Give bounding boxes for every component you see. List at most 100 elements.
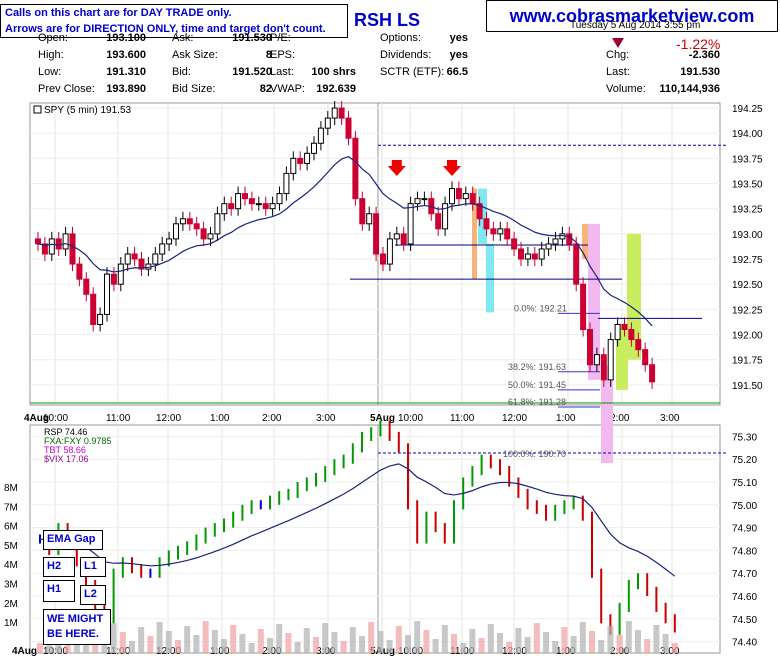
- volume-bar: [193, 635, 200, 653]
- price-candle: [614, 323, 621, 341]
- quote-label: Low:: [38, 66, 62, 78]
- price-candle: [269, 203, 276, 210]
- volume-bar: [589, 631, 595, 653]
- price-candle: [545, 243, 552, 250]
- price-candle: [380, 253, 386, 265]
- ticker-symbol: RSH LS: [354, 10, 421, 30]
- quote-label: Prev Close:: [38, 83, 95, 95]
- price-candle: [304, 152, 311, 164]
- price-candle: [338, 107, 345, 119]
- volume-bar: [616, 635, 623, 653]
- quote-label: Chg:: [606, 49, 630, 61]
- price-candle: [635, 339, 642, 351]
- quote-value: 192.639: [316, 83, 356, 95]
- volume-bar: [276, 624, 283, 653]
- volume-y-tick: 2M: [4, 599, 18, 610]
- volume-y-tick: 8M: [4, 483, 18, 494]
- rsp-y-tick: 75.20: [732, 455, 757, 466]
- price-candle: [90, 293, 97, 325]
- we-might-be-here-box: WE MIGHT BE HERE.: [43, 609, 111, 645]
- price-candle: [442, 203, 449, 230]
- volume-bar: [570, 636, 577, 653]
- price-candle: [628, 329, 635, 341]
- price-candle: [255, 203, 262, 206]
- volume-bar: [147, 636, 154, 653]
- price-y-tick: 193.50: [732, 180, 763, 191]
- price-candle: [262, 203, 269, 210]
- volume-bar: [487, 624, 494, 653]
- down-arrow-icon: [387, 160, 406, 176]
- price-candle: [497, 228, 504, 235]
- volume-bar: [138, 627, 145, 653]
- quote-label: Last:: [270, 66, 294, 78]
- volume-bar: [230, 625, 237, 653]
- price-candle: [179, 218, 186, 225]
- quote-label: Options:: [380, 32, 421, 44]
- rsp-y-tick: 74.70: [732, 569, 757, 580]
- price-candle: [159, 243, 166, 255]
- price-candle: [490, 228, 497, 235]
- volume-bar: [331, 632, 338, 653]
- quote-label: Dividends:: [380, 49, 432, 61]
- volume-bar: [543, 632, 549, 653]
- website-link[interactable]: www.cobrasmarketview.com: [486, 0, 778, 32]
- day-trade-note: Calls on this chart are for DAY TRADE on…: [0, 4, 348, 38]
- quote-label: Bid:: [172, 66, 191, 78]
- rsp-y-tick: 75.00: [732, 501, 757, 512]
- price-candle: [649, 364, 656, 383]
- price-candle: [642, 349, 649, 366]
- quote-label: Last:: [606, 66, 630, 78]
- price-candle: [83, 278, 90, 295]
- price-y-tick: 191.75: [732, 356, 763, 367]
- quote-label: High:: [38, 49, 64, 61]
- fib-label: 61.8%: 191.28: [508, 397, 566, 407]
- quote-value: 110,144,936: [659, 83, 720, 95]
- rsp-x-tick: 4Aug: [12, 646, 37, 657]
- quote-label: Volume:: [606, 83, 646, 95]
- volume-bar: [451, 634, 457, 653]
- volume-bar: [368, 622, 375, 653]
- quote-label: P/E:: [270, 32, 291, 44]
- price-candle: [69, 233, 76, 265]
- quote-value: 191.530: [680, 66, 720, 78]
- price-candle: [400, 233, 407, 245]
- price-candle: [531, 253, 538, 260]
- price-candle: [62, 233, 69, 250]
- volume-bar: [83, 642, 89, 653]
- volume-bar: [625, 621, 632, 653]
- price-x-tick: 2:00: [262, 413, 282, 424]
- volume-bar: [377, 631, 384, 653]
- price-ema-line: [37, 155, 653, 327]
- quote-value: 193.600: [106, 49, 146, 61]
- volume-bar: [285, 633, 292, 653]
- quote-value: 193.890: [106, 83, 146, 95]
- volume-bar: [211, 630, 218, 653]
- volume-y-tick: 4M: [4, 560, 18, 571]
- price-candle: [593, 354, 600, 366]
- price-x-tick: 11:00: [450, 413, 475, 424]
- quote-label: EPS:: [270, 49, 296, 61]
- price-candle: [297, 157, 304, 164]
- volume-bar: [165, 631, 172, 653]
- price-candle: [221, 203, 228, 215]
- price-candle: [483, 218, 490, 230]
- volume-bar: [441, 625, 448, 653]
- price-candle: [248, 198, 255, 205]
- price-candle: [462, 193, 469, 200]
- fib-label: 0.0%: 192.21: [514, 303, 567, 313]
- price-candle: [373, 213, 380, 255]
- volume-bar: [395, 626, 402, 653]
- price-x-tick: 3:00: [660, 413, 680, 424]
- volume-bar: [423, 630, 430, 653]
- price-candle: [600, 354, 607, 381]
- h2-box: H2: [43, 557, 75, 577]
- price-candle: [566, 233, 573, 245]
- price-candle: [290, 157, 297, 174]
- price-candle: [366, 213, 373, 225]
- volume-bar: [386, 640, 393, 653]
- price-candle: [200, 228, 207, 240]
- quote-value: 193.100: [106, 32, 146, 44]
- price-candle: [524, 253, 531, 260]
- volume-bar: [257, 629, 264, 653]
- price-candle: [504, 228, 511, 240]
